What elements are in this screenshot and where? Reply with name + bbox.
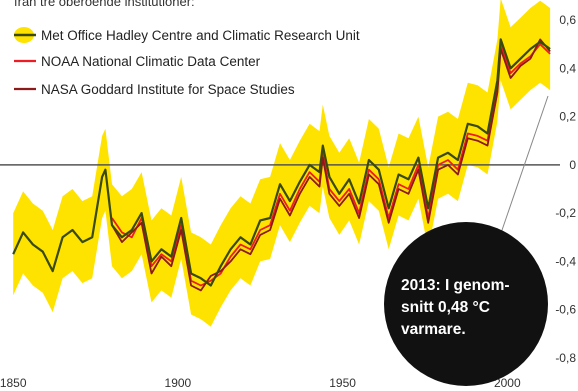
callout-line-3: varmare. [401, 321, 466, 338]
series-lines-layer [12, 38, 551, 292]
x-tick-label-1950: 1950 [329, 376, 356, 390]
callout-line-1: 2013: I genom- [401, 277, 510, 294]
y-tick-label-0-4: -0,4 [555, 254, 576, 268]
y-tick-label-0-4: 0,4 [559, 61, 576, 75]
x-tick-label-2000: 2000 [494, 376, 521, 390]
legend-label-nasa: NASA Goddard Institute for Space Studies [41, 82, 295, 97]
legend-item-hadcrut: Met Office Hadley Centre and Climatic Re… [14, 27, 360, 43]
x-tick-label-1900: 1900 [165, 376, 192, 390]
y-tick-label-0-6: 0,6 [559, 13, 576, 27]
y-tick-label-0: 0 [569, 158, 576, 172]
series-line-met-office-hadley-centre-and-climatic-research-unit [12, 38, 551, 287]
y-tick-label-0-6: -0,6 [555, 303, 576, 317]
clipped-title: från tre oberoende institutioner: [14, 0, 195, 9]
y-tick-label-0-2: -0,2 [555, 206, 576, 220]
legend-label-hadcrut: Met Office Hadley Centre and Climatic Re… [41, 28, 360, 43]
callout-2013: 2013: I genom- snitt 0,48 °C varmare. [384, 95, 549, 386]
legend-item-noaa: NOAA National Climatic Data Center [14, 54, 261, 69]
legend: Met Office Hadley Centre and Climatic Re… [14, 27, 360, 97]
callout-pointer [499, 95, 549, 237]
callout-line-2: snitt 0,48 °C [401, 299, 490, 316]
legend-label-noaa: NOAA National Climatic Data Center [41, 54, 261, 69]
x-tick-label-1850: 1850 [0, 376, 27, 390]
y-tick-label-0-8: -0,8 [555, 351, 576, 365]
x-tick-labels: 1850 1900 1950 2000 [0, 376, 521, 390]
y-tick-label-0-2: 0,2 [559, 110, 576, 124]
series-line-nasa-goddard-institute-for-space-studies [111, 38, 551, 292]
y-tick-labels: 0,6 0,4 0,2 0 -0,2 -0,4 -0,6 -0,8 [555, 13, 576, 365]
callout-circle [384, 222, 548, 386]
legend-item-nasa: NASA Goddard Institute for Space Studies [14, 82, 295, 97]
